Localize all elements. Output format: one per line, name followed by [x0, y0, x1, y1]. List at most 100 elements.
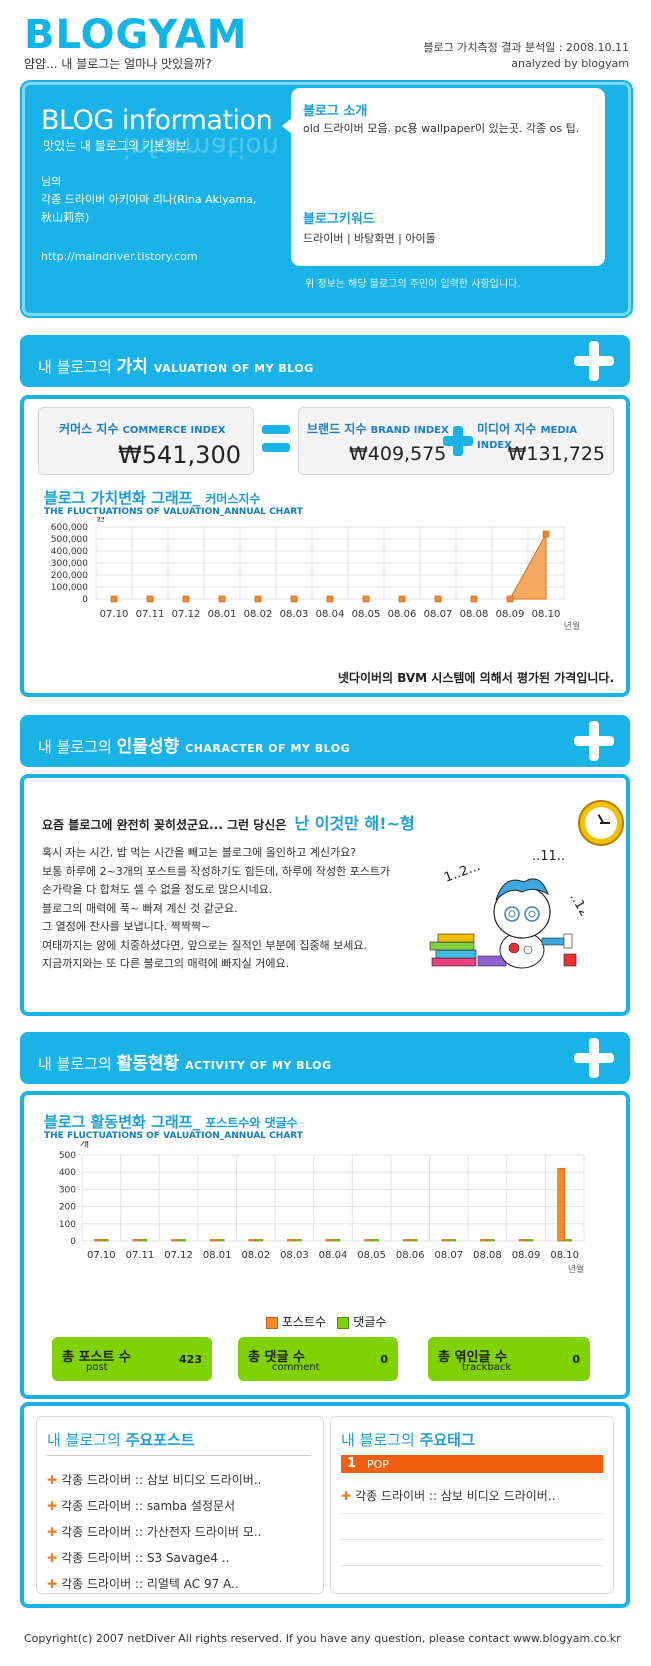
bar-comments [216, 1239, 225, 1242]
total-posts-card[interactable]: 총 포스트 수 post 423 [52, 1337, 212, 1381]
main-posts-divider [47, 1455, 311, 1456]
brand-index-label: 브랜드 지수 BRAND INDEX [307, 422, 449, 436]
info-card: 블로그 소개 old 드라이버 모음. pc용 wallpaper이 있는곳. … [282, 88, 605, 266]
brand-index-value: ₩409,575 [349, 443, 447, 465]
post-item[interactable]: ✚ 각종 드라이버 :: S3 Savage4 .. [47, 1551, 230, 1565]
equals-icon [262, 425, 290, 455]
tag-item[interactable]: ✚ 각종 드라이버 :: 삼보 비디오 드라이버.. [341, 1489, 556, 1503]
valuation-chart: 원 600,000 500,000 400,000 300,000 200,000 100,… [51, 517, 581, 632]
bar-posts [441, 1239, 450, 1242]
bar-comments [564, 1239, 572, 1242]
y-tick-label: 100,000 [51, 583, 88, 593]
activity-chart-subtitle: THE FLUCTUATIONS OF VALUATION_ANNUAL CHA… [44, 1131, 303, 1141]
top-tag-bar[interactable]: 1 POP [341, 1455, 603, 1473]
clock-icon [578, 800, 624, 846]
valuation-footnote: 넷다이버의 BVM 시스템에 의해서 평가된 가격입니다. [337, 671, 614, 685]
legend-posts-swatch [266, 1316, 278, 1329]
activity-bar[interactable]: 내 블로그의 활동현황 ACTIVITY OF MY BLOG [20, 1032, 630, 1084]
x-tick-label: 07.11 [136, 609, 165, 620]
x-tick-label: 07.12 [172, 609, 201, 620]
data-point [254, 595, 262, 603]
blog-info-panel: BLOG information information 맛있는 내 블로그의 … [22, 82, 631, 316]
post-item[interactable]: ✚ 각종 드라이버 :: 가산전자 드라이버 모.. [47, 1525, 262, 1539]
bullet-icon: ✚ [47, 1551, 58, 1565]
main-tags-box: 내 블로그의 주요태그 1 POP ✚ 각종 드라이버 :: 삼보 비디오 드라이… [330, 1416, 614, 1594]
bar-comments [487, 1239, 495, 1242]
x-tick-label: 08.03 [280, 1250, 309, 1261]
x-unit-label: 년월 [564, 620, 581, 632]
character-headline: 요즘 블로그에 완전히 꽂히셨군요... 그런 당신은 난 이것만 해!~형 [42, 814, 415, 833]
x-tick-label: 08.08 [473, 1250, 502, 1261]
bar-comments [255, 1239, 264, 1242]
bar-posts [402, 1239, 411, 1242]
blog-name: 각종 드라이버 아키아마 리나(Rina Akiyama, 秋山莉奈) [41, 193, 257, 224]
data-point [506, 595, 514, 603]
data-point [470, 595, 478, 603]
y-tick-label: 500,000 [51, 535, 88, 545]
bar-posts [94, 1239, 102, 1242]
bar-posts [287, 1239, 295, 1242]
total-posts-value: 423 [179, 1353, 202, 1366]
y-tick-label: 500 [59, 1151, 76, 1161]
x-tick-label: 07.12 [164, 1250, 193, 1261]
plus-icon[interactable] [574, 341, 614, 381]
top-tag-name: POP [367, 1458, 389, 1471]
bar-posts [518, 1239, 527, 1242]
count-doodle-2: ..11.. [532, 849, 565, 864]
bar-posts [325, 1239, 334, 1242]
legend-comments-swatch [337, 1316, 350, 1329]
y-tick-label: 0 [70, 1237, 76, 1247]
intro-label: 블로그 소개 [303, 104, 368, 119]
character-bar[interactable]: 내 블로그의 인물성향 CHARACTER OF MY BLOG [20, 715, 630, 767]
bar-posts [209, 1239, 218, 1242]
total-trackbacks-card[interactable]: 총 엮인글 수 trackback 0 [428, 1337, 590, 1381]
y-unit-label: 개 [80, 1141, 89, 1150]
y-tick-label: 600,000 [51, 523, 88, 533]
footer-copyright: Copyright(c) 2007 netDiver All rights re… [24, 1632, 621, 1645]
character-bar-title: 내 블로그의 인물성향 CHARACTER OF MY BLOG [38, 737, 351, 757]
y-tick-label: 200 [59, 1203, 76, 1213]
plus-icon[interactable] [574, 1038, 614, 1078]
data-point [182, 595, 190, 603]
bar-posts [364, 1239, 372, 1242]
bar-comments [371, 1239, 379, 1242]
activity-panel: 블로그 활동변화 그래프_ 포스트수와 댓글수 THE FLUCTUATIONS… [20, 1091, 630, 1399]
valuation-chart-subtitle: THE FLUCTUATIONS OF VALUATION_ANNUAL CHA… [44, 507, 303, 517]
character-type: 난 이것만 해!~형 [294, 814, 415, 833]
x-tick-label: 08.09 [512, 1250, 541, 1261]
bar-posts [248, 1239, 257, 1242]
post-item[interactable]: ✚ 각종 드라이버 :: 삼보 비디오 드라이버.. [47, 1473, 262, 1487]
data-point [362, 595, 370, 603]
activity-chart: 개 500 400 300 200 100 0 07.10 07.11 07.12 08.01 08.… [59, 1141, 585, 1275]
character-description: 혹시 자는 시간, 밥 먹는 시간을 빼고는 블로그에 올인하고 계신가요? 보… [42, 846, 391, 970]
info-card-pointer [282, 118, 292, 134]
media-index-label: 미디어 지수 MEDIA INDEX [477, 422, 578, 451]
bullet-icon: ✚ [47, 1525, 58, 1539]
y-tick-label: 300 [59, 1185, 76, 1195]
valuation-chart-title: 블로그 가치변화 그래프_ 커머스지수 [44, 489, 261, 507]
bar-comments [409, 1239, 418, 1242]
brand-media-box: 브랜드 지수 BRAND INDEX ₩409,575 미디어 지수 MEDIA… [298, 407, 614, 475]
info-title: BLOG information [41, 105, 273, 136]
x-tick-label: 08.07 [435, 1250, 464, 1261]
bar-comments [294, 1239, 302, 1242]
bar-comments [139, 1239, 148, 1242]
blog-url[interactable]: http://maindriver.tistory.com [41, 250, 198, 263]
plus-icon[interactable] [574, 721, 614, 761]
logo[interactable]: BLOGYAM [24, 12, 248, 58]
total-comments-card[interactable]: 총 댓글 수 comment 0 [238, 1337, 398, 1381]
keyword-text: 드라이버 | 바탕화면 | 아이돌 [303, 232, 436, 245]
x-tick-label: 08.06 [396, 1250, 425, 1261]
data-point [398, 595, 406, 603]
bar-comments [448, 1239, 457, 1242]
valuation-bar[interactable]: 내 블로그의 가치 VALUATION OF MY BLOG [20, 335, 630, 387]
x-tick-label: 08.01 [208, 609, 237, 620]
commerce-index-value: ₩541,300 [118, 441, 241, 469]
x-tick-label: 08.04 [316, 609, 345, 620]
y-unit-label: 원 [96, 517, 105, 524]
bar-comments [525, 1239, 534, 1242]
post-item[interactable]: ✚ 각종 드라이버 :: samba 설정문서 [47, 1499, 236, 1513]
post-item[interactable]: ✚ 각종 드라이버 :: 리얼텍 AC 97 A.. [47, 1577, 239, 1591]
y-tick-label: 0 [82, 595, 88, 605]
x-tick-label: 08.04 [319, 1250, 348, 1261]
